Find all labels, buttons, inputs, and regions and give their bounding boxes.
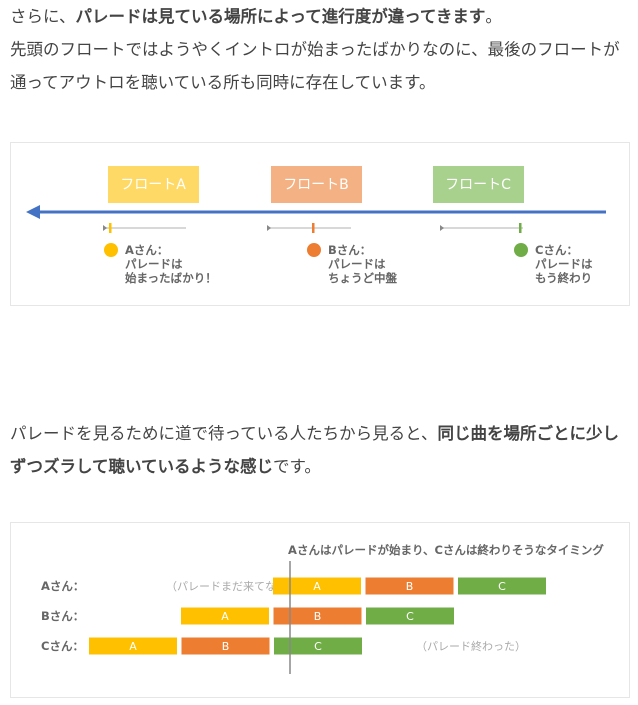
row-note: （パレードまだ来てない）: [166, 580, 298, 593]
person-label: Aさん：: [125, 243, 168, 257]
segment: [458, 577, 546, 595]
segment: [181, 607, 269, 625]
segment: [89, 637, 177, 655]
row-label: Cさん：: [41, 639, 84, 653]
segment-label: A: [221, 610, 229, 623]
segment: [365, 577, 454, 595]
person-dot: [514, 243, 528, 257]
bold-text: パレードは見ている場所によって進行度が違ってきます: [75, 7, 486, 26]
segment: [273, 607, 362, 625]
person-label: Bさん：: [328, 243, 371, 257]
segment: [274, 637, 362, 655]
segment: [273, 577, 361, 595]
person-label: パレードは: [125, 257, 183, 271]
progress-marker: [109, 223, 112, 233]
person-label: もう終わり: [535, 271, 592, 285]
float: [108, 166, 199, 203]
float: [433, 166, 524, 203]
paragraph: さらに、パレードは見ている場所によって進行度が違ってきます。 先頭のフロートでは…: [10, 0, 630, 99]
diagram: フロートA フロートB フロートC Aさん： パレードは 始まったばかり！ Bさ…: [26, 166, 606, 285]
segment-label: C: [314, 640, 322, 653]
person-label: 始まったばかり！: [125, 271, 217, 285]
paragraph: パレードを見るために道で待っている人たちから見ると、同じ曲を場所ごとに少しずつズ…: [10, 417, 630, 483]
segment: [366, 607, 454, 625]
segment-label: C: [498, 580, 506, 593]
segment-label: B: [222, 640, 230, 653]
segment-label: B: [406, 580, 414, 593]
person-label: Cさん：: [535, 243, 578, 257]
text: です。: [273, 457, 321, 476]
row-label: Aさん：: [41, 579, 84, 593]
progress-marker: [519, 223, 522, 233]
float-label: フロートB: [283, 177, 349, 193]
row-note: （パレード終わった）: [416, 639, 526, 653]
row-label: Bさん：: [41, 609, 84, 623]
text: 。: [485, 7, 502, 26]
text: 先頭のフロートではようやくイントロが始まったばかりなのに、最後のフロートが通って…: [10, 40, 620, 92]
caption: Aさんはパレードが始まり、Cさんは終わりそうなタイミング: [288, 543, 604, 557]
person-label: パレードは: [328, 257, 386, 271]
diagram-box: フロートA フロートB フロートC Aさん： パレードは 始まったばかり！ Bさ…: [10, 142, 630, 306]
progress-marker: [312, 223, 315, 233]
person-dot: [104, 243, 118, 257]
float-label: フロートA: [120, 177, 186, 193]
person-label: ちょうど中盤: [328, 271, 397, 285]
text: さらに、: [10, 7, 76, 26]
person-label: パレードは: [535, 257, 593, 271]
progress-starts: [103, 225, 444, 231]
arrow-head: [26, 205, 40, 219]
float-label: フロートC: [445, 177, 511, 193]
person-dot: [307, 243, 321, 257]
text: パレードを見るために道で待っている人たちから見ると、: [10, 424, 438, 443]
segment: [181, 637, 270, 655]
bold-text: 同じ曲を場所ごとに少しずつズラして聴いているような感じ: [10, 424, 620, 476]
segment-label: A: [313, 580, 321, 593]
diagram: Aさんはパレードが始まり、Cさんは終わりそうなタイミング Aさん： （パレードまだ…: [41, 543, 604, 674]
segment-label: B: [314, 610, 322, 623]
diagram-box: Aさんはパレードが始まり、Cさんは終わりそうなタイミング Aさん： （パレードまだ…: [10, 522, 630, 698]
segment-label: C: [406, 610, 414, 623]
segment-label: A: [129, 640, 137, 653]
float: [271, 166, 362, 203]
